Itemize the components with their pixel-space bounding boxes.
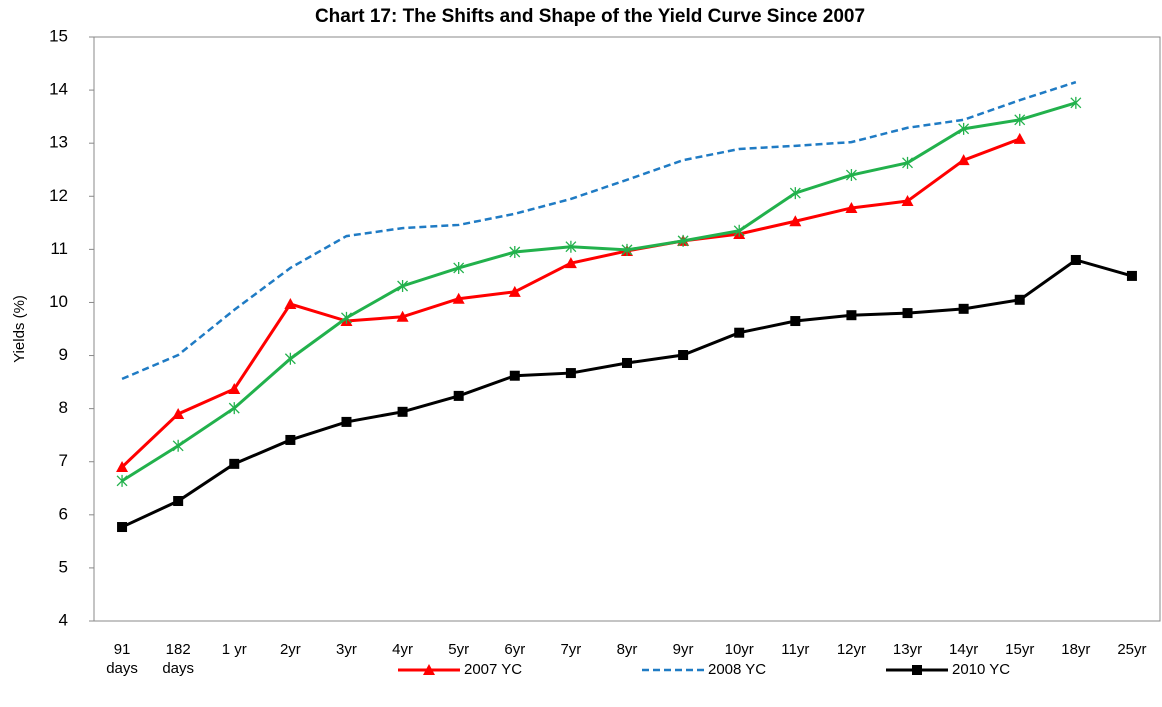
plot-frame (93, 36, 1161, 622)
data-point (116, 474, 128, 487)
x-tick-label: 8yr (616, 641, 638, 658)
data-point (789, 215, 802, 227)
x-tick-label: 25yr (1117, 641, 1147, 658)
data-point (789, 187, 801, 200)
data-point (173, 496, 184, 507)
data-point (397, 406, 408, 417)
data-point (957, 154, 970, 166)
y-tick-label: 7 (59, 451, 68, 470)
data-point (453, 261, 465, 274)
data-point (564, 257, 577, 269)
data-point (172, 439, 184, 452)
data-point (396, 310, 409, 322)
data-point (565, 240, 577, 253)
series-line (121, 101, 1077, 483)
series-line (121, 137, 1021, 469)
x-tick-label: 5yr (448, 641, 470, 658)
x-tick-label: 15yr (1005, 641, 1035, 658)
data-point (453, 390, 464, 401)
data-point (284, 352, 296, 365)
data-point (285, 434, 296, 445)
y-tick-label: 13 (49, 133, 68, 152)
x-tick-label: 14yr (949, 641, 979, 658)
data-point (678, 350, 689, 361)
data-point (565, 368, 576, 379)
x-tick-label: 13yr (892, 641, 923, 658)
x-tick-label: 9yr (672, 641, 694, 658)
data-point (790, 316, 801, 327)
x-tick-label: 4yr (392, 641, 413, 658)
data-point (902, 308, 913, 319)
data-point (1070, 254, 1081, 265)
y-tick-label: 14 (49, 80, 68, 99)
x-tick-label: 2yr (279, 641, 301, 658)
legend-label: 2010 YC (952, 661, 1010, 678)
series-line (121, 80, 1077, 381)
x-tick-label: 10yr (724, 641, 754, 658)
data-point (958, 303, 969, 314)
data-point (734, 327, 745, 338)
data-point (733, 224, 745, 237)
data-point (1126, 270, 1137, 281)
y-tick-label: 11 (50, 239, 68, 258)
x-tick-label: 1 yr (221, 641, 247, 658)
data-point (229, 458, 240, 469)
data-point (845, 201, 858, 213)
data-point (172, 407, 185, 419)
x-tick-label: 18yr (1061, 641, 1091, 658)
x-tick-label: 11yr (781, 641, 810, 658)
y-tick-label: 10 (49, 292, 68, 311)
x-tick-label: 91 days (106, 641, 138, 677)
x-tick-label: 7yr (560, 641, 582, 658)
data-point (452, 292, 465, 304)
data-point (901, 195, 914, 207)
data-point (509, 370, 520, 381)
y-tick-label: 9 (59, 345, 68, 364)
data-point (1070, 96, 1082, 109)
legend-label: 2008 YC (708, 661, 766, 678)
data-point (846, 310, 857, 321)
x-tick-label: 12yr (836, 641, 866, 658)
x-tick-label: 6yr (504, 641, 526, 658)
data-point (902, 156, 913, 169)
data-point (509, 246, 521, 259)
y-tick-label: 8 (59, 398, 68, 417)
chart-title: Chart 17: The Shifts and Shape of the Yi… (315, 6, 865, 27)
data-point (284, 298, 297, 310)
data-point (958, 122, 970, 135)
data-point (508, 285, 521, 297)
data-point (117, 522, 128, 533)
data-point (1014, 294, 1025, 305)
x-tick-label: 182 days (162, 641, 194, 677)
data-point (228, 382, 241, 394)
data-point (622, 357, 632, 368)
x-tick-label: 3yr (336, 641, 357, 658)
data-point (228, 402, 240, 415)
data-point (341, 416, 352, 427)
data-point (621, 243, 633, 256)
y-tick-label: 15 (49, 26, 68, 45)
data-point (341, 311, 352, 324)
data-point (845, 169, 857, 182)
y-tick-label: 6 (59, 504, 68, 523)
data-point (397, 279, 409, 292)
data-point (1013, 132, 1026, 144)
y-axis-label: Yields (%) (11, 295, 28, 363)
y-tick-label: 4 (59, 610, 68, 629)
y-tick-label: 5 (59, 557, 68, 576)
legend-label: 2007 YC (464, 661, 522, 678)
legend-marker (423, 664, 435, 675)
data-point (1014, 113, 1026, 126)
data-point (116, 461, 129, 473)
y-tick-label: 12 (49, 186, 68, 205)
data-point (677, 234, 689, 247)
legend-marker (912, 665, 922, 675)
series-line (121, 258, 1133, 529)
